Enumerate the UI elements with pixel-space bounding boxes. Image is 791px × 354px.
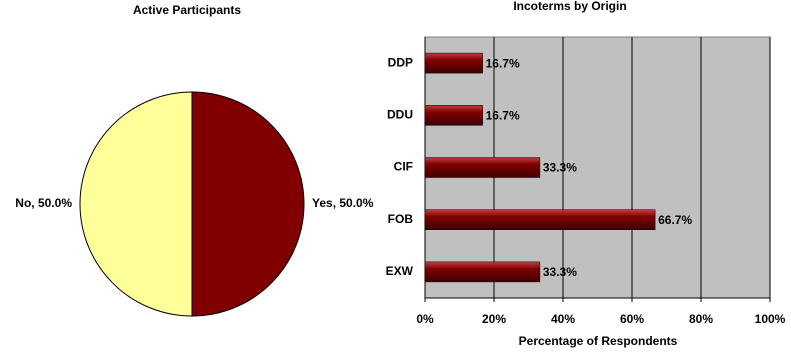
- value-label: 16.7%: [486, 56, 520, 70]
- pie-slice: [191, 91, 305, 317]
- y-tick-label: EXW: [386, 264, 414, 278]
- x-axis-label: Percentage of Respondents: [519, 334, 678, 348]
- x-tick-label: 60%: [620, 312, 644, 326]
- slice-label: No, 50.0%: [15, 196, 72, 210]
- slice-label: Yes, 50.0%: [312, 196, 374, 210]
- x-tick-label: 40%: [551, 312, 575, 326]
- value-label: 66.7%: [658, 213, 692, 227]
- y-tick-label: DDU: [387, 107, 413, 121]
- y-tick-label: CIF: [394, 160, 413, 174]
- chart-title: Incoterms by Origin: [513, 0, 626, 13]
- bar: [424, 261, 541, 283]
- x-tick-label: 100%: [755, 312, 786, 326]
- x-tick-label: 0%: [416, 312, 434, 326]
- value-label: 16.7%: [486, 108, 520, 122]
- pie-slice: [79, 91, 193, 317]
- bar: [424, 52, 483, 74]
- value-label: 33.3%: [543, 161, 577, 175]
- x-tick-label: 20%: [482, 312, 506, 326]
- value-label: 33.3%: [543, 265, 577, 279]
- bar: [424, 157, 541, 178]
- bar: [424, 105, 483, 126]
- x-tick-label: 80%: [689, 312, 713, 326]
- chart-title: Active Participants: [133, 3, 241, 17]
- bar: [424, 209, 656, 230]
- y-tick-label: FOB: [388, 212, 414, 226]
- y-tick-label: DDP: [388, 55, 413, 69]
